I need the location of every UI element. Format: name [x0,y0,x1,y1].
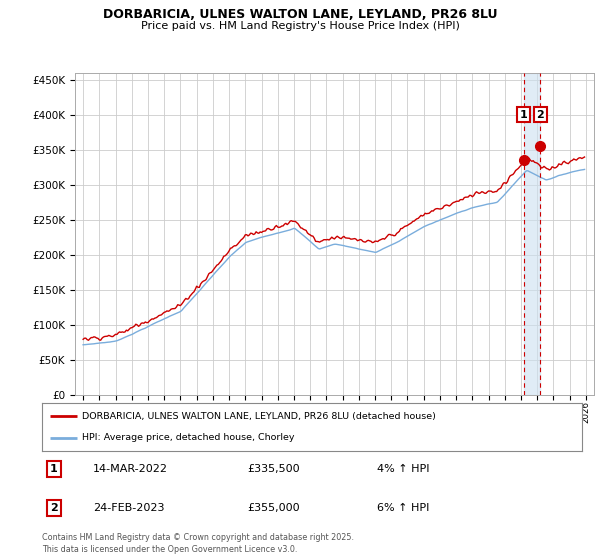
Bar [524,73,539,395]
Text: 1: 1 [50,464,58,474]
Text: 4% ↑ HPI: 4% ↑ HPI [377,464,430,474]
Text: Price paid vs. HM Land Registry's House Price Index (HPI): Price paid vs. HM Land Registry's House … [140,21,460,31]
Text: £355,000: £355,000 [247,503,300,513]
Text: DORBARICIA, ULNES WALTON LANE, LEYLAND, PR26 8LU: DORBARICIA, ULNES WALTON LANE, LEYLAND, … [103,8,497,21]
Text: 6% ↑ HPI: 6% ↑ HPI [377,503,429,513]
Text: Contains HM Land Registry data © Crown copyright and database right 2025.
This d: Contains HM Land Registry data © Crown c… [42,533,354,554]
Text: HPI: Average price, detached house, Chorley: HPI: Average price, detached house, Chor… [83,433,295,442]
Text: £335,500: £335,500 [247,464,300,474]
Text: 1: 1 [520,110,527,120]
Text: 24-FEB-2023: 24-FEB-2023 [94,503,165,513]
Text: 2: 2 [50,503,58,513]
Text: DORBARICIA, ULNES WALTON LANE, LEYLAND, PR26 8LU (detached house): DORBARICIA, ULNES WALTON LANE, LEYLAND, … [83,412,436,421]
Text: 14-MAR-2022: 14-MAR-2022 [94,464,168,474]
Text: 2: 2 [536,110,544,120]
Bar [539,73,594,395]
